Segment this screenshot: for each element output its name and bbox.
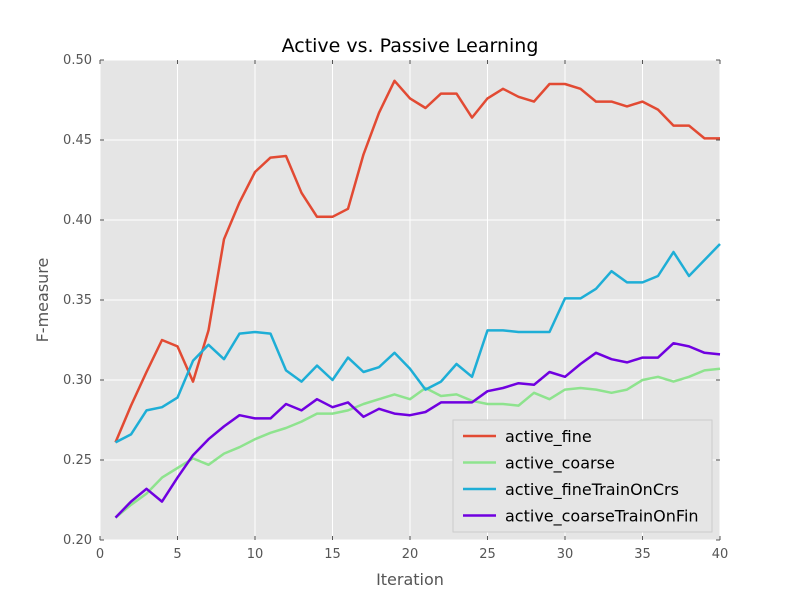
x-tick-label: 10 xyxy=(247,547,264,562)
y-tick-label: 0.35 xyxy=(63,293,92,308)
series-line-active_coarseTrainOnFin xyxy=(114,341,721,519)
x-tick-label: 35 xyxy=(634,547,651,562)
x-tick-label: 20 xyxy=(402,547,419,562)
legend-label: active_coarse xyxy=(505,454,615,474)
x-tick-label: 15 xyxy=(324,547,341,562)
x-tick-label: 30 xyxy=(557,547,574,562)
y-tick-label: 0.40 xyxy=(63,213,92,228)
y-tick-label: 0.25 xyxy=(63,453,92,468)
y-tick-label: 0.50 xyxy=(63,53,92,68)
series-lines xyxy=(114,79,721,519)
legend-label: active_fineTrainOnCrs xyxy=(505,480,679,500)
y-tick-label: 0.20 xyxy=(63,533,92,548)
legend: active_fine active_coarse active_fineTrain… xyxy=(452,419,713,533)
x-tick-label: 5 xyxy=(173,547,181,562)
chart-title: Active vs. Passive Learning xyxy=(282,35,539,57)
legend-label: active_coarseTrainOnFin xyxy=(505,507,699,527)
series-line-active_fineTrainOnCrs xyxy=(114,243,721,444)
legend-box xyxy=(452,419,713,533)
x-tick-label: 40 xyxy=(712,547,729,562)
x-tick-label: 0 xyxy=(96,547,104,562)
y-tick-label: 0.30 xyxy=(63,373,92,388)
series-line-active_coarse xyxy=(114,367,721,519)
axis-ticks: 0 5 10 15 20 25 30 35 40 0.20 0.25 0.30 0.35 0.40 0.45… xyxy=(63,53,728,562)
x-axis-label: Iteration xyxy=(376,570,444,589)
series-line-active_fine xyxy=(114,79,720,443)
legend-label: active_fine xyxy=(505,427,592,447)
x-tick-label: 25 xyxy=(479,547,496,562)
y-axis-label: F-measure xyxy=(33,258,52,343)
y-tick-label: 0.45 xyxy=(63,133,92,148)
